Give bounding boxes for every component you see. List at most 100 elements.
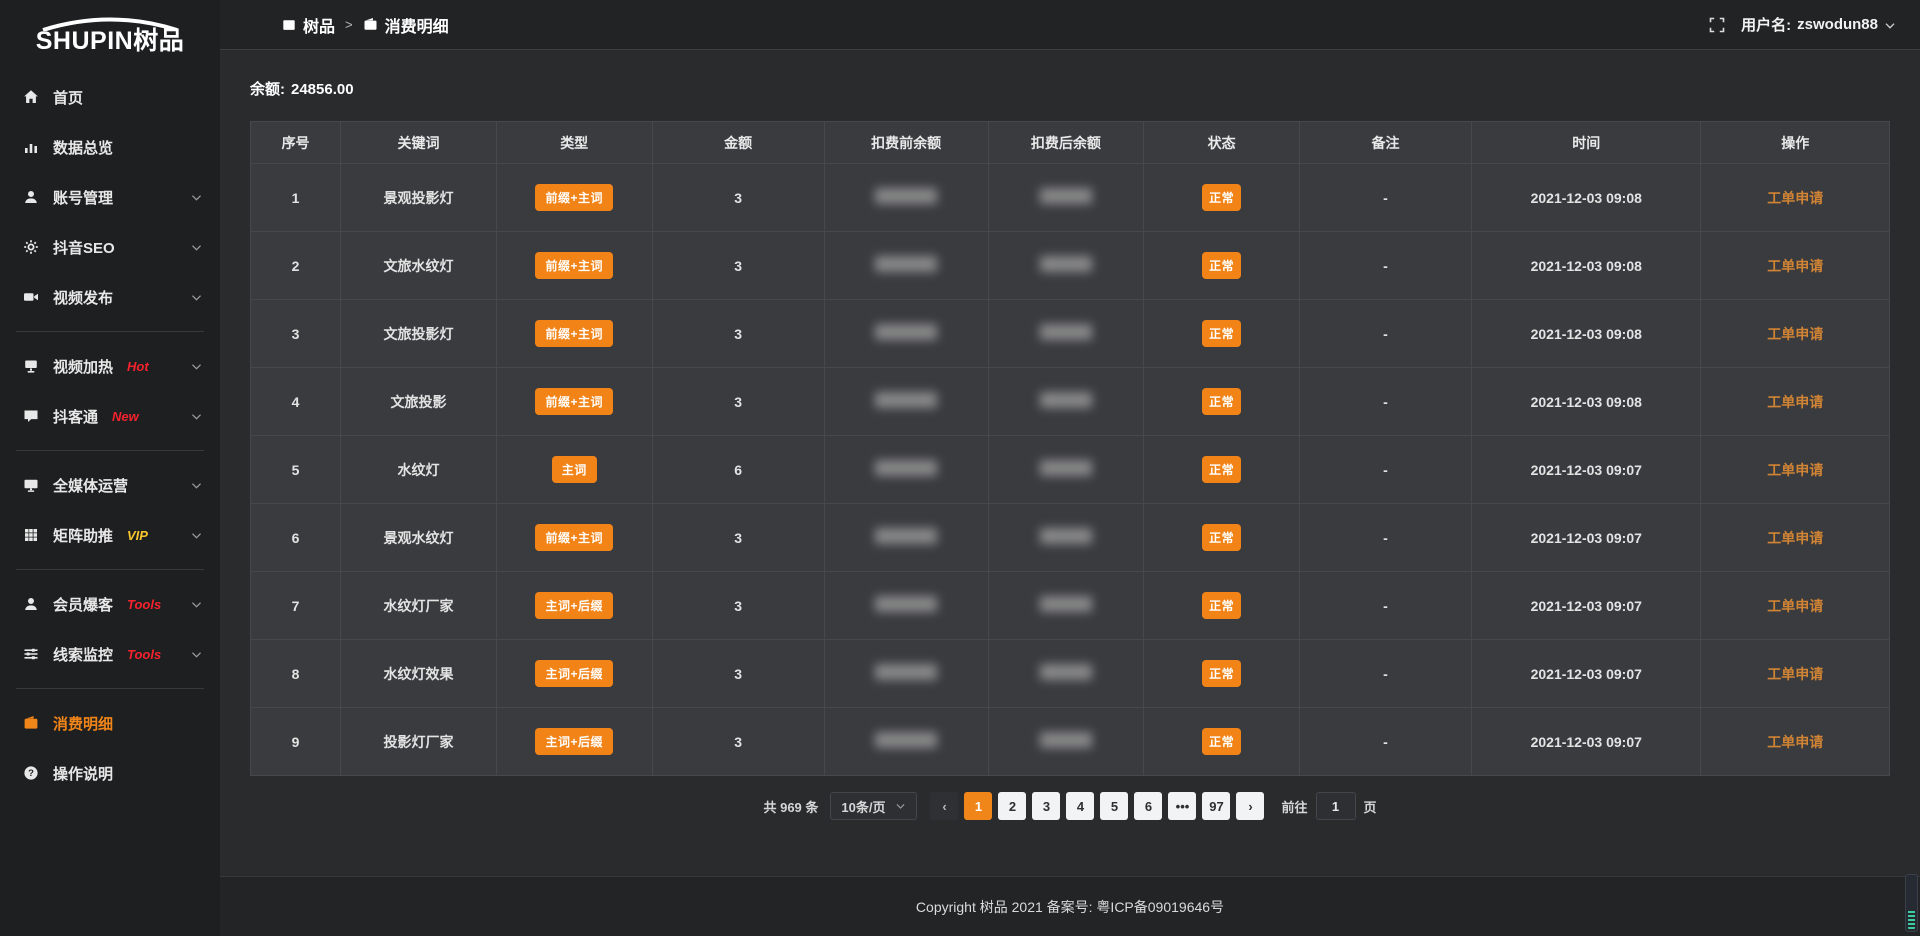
sidebar-item-instructions[interactable]: ? 操作说明 (0, 748, 220, 798)
cell-type: 主词+后缀 (495, 571, 653, 640)
page-button-3[interactable]: 3 (1032, 792, 1061, 820)
type-badge: 主词+后缀 (535, 592, 613, 619)
balance-value: 24856.00 (291, 81, 354, 98)
cell-keyword: 文旅投影灯 (340, 299, 497, 368)
comment-icon (22, 408, 39, 425)
page-size-select[interactable]: 10条/页 (830, 792, 918, 820)
work-order-link[interactable]: 工单申请 (1767, 257, 1824, 274)
sidebar-menu: 首页 数据总览账号管理抖音SEO 视频发布视频加热 Hot 抖客通 New 全媒体运营 矩阵助… (0, 64, 220, 936)
chevron-down-icon (191, 362, 202, 371)
page-button-4[interactable]: 4 (1066, 792, 1095, 820)
cell-balance-after (987, 571, 1145, 640)
column-header: 金额 (651, 121, 825, 164)
status-badge: 正常 (1202, 592, 1242, 619)
sidebar-item-label: 账号管理 (53, 189, 114, 207)
work-order-link[interactable]: 工单申请 (1767, 597, 1824, 614)
sidebar-item-label: 视频加热 (53, 358, 114, 376)
masked-balance-before (875, 392, 938, 408)
cell-status: 正常 (1143, 299, 1300, 368)
goto-page-input[interactable] (1315, 792, 1356, 820)
cell-balance-after (987, 503, 1145, 572)
sidebar-item-video-publish[interactable]: 视频发布 (0, 272, 220, 322)
sidebar-item-clue-monitor[interactable]: 线索监控 Tools (0, 629, 220, 679)
cell-index: 9 (249, 707, 342, 776)
cell-balance-before (823, 231, 989, 300)
more-pages-button[interactable]: ••• (1168, 792, 1197, 820)
sidebar-item-douketong[interactable]: 抖客通 New (0, 391, 220, 441)
sidebar-item-consumption-detail[interactable]: 消费明细 (0, 698, 220, 748)
cell-index: 8 (249, 639, 342, 708)
cell-status: 正常 (1143, 231, 1300, 300)
cell-balance-before (823, 571, 989, 640)
cell-status: 正常 (1143, 503, 1300, 572)
cell-index: 1 (249, 163, 342, 232)
side-widget[interactable] (1905, 874, 1918, 932)
masked-balance-before (875, 732, 938, 748)
sidebar-item-badge: Tools (127, 646, 162, 662)
cell-balance-after (987, 163, 1145, 232)
user-menu[interactable]: 用户名: zswodun88 (1741, 14, 1896, 35)
work-order-link[interactable]: 工单申请 (1767, 393, 1824, 410)
page-button-97[interactable]: 97 (1202, 792, 1231, 820)
breadcrumb-item-consumption[interactable]: 消费明细 (363, 13, 449, 37)
cell-type: 前缀+主词 (495, 231, 653, 300)
work-order-link[interactable]: 工单申请 (1767, 461, 1824, 478)
masked-balance-after (1039, 596, 1092, 612)
work-order-link[interactable]: 工单申请 (1767, 529, 1824, 546)
masked-balance-after (1039, 188, 1092, 204)
balance: 余额: 24856.00 (250, 78, 1890, 99)
page-button-5[interactable]: 5 (1100, 792, 1129, 820)
work-order-link[interactable]: 工单申请 (1767, 325, 1824, 342)
page-button-1[interactable]: 1 (964, 792, 993, 820)
work-order-link[interactable]: 工单申请 (1767, 189, 1824, 206)
sidebar-item-douyin-seo[interactable]: 抖音SEO (0, 222, 220, 272)
wallet-icon (363, 17, 378, 32)
sidebar-item-member-baoke[interactable]: 会员爆客 Tools (0, 579, 220, 629)
cell-time: 2021-12-03 09:07 (1471, 435, 1702, 504)
sidebar-item-data-overview[interactable]: 数据总览 (0, 122, 220, 172)
column-header: 状态 (1143, 121, 1300, 164)
status-badge: 正常 (1202, 456, 1242, 483)
masked-balance-after (1039, 324, 1092, 340)
work-order-link[interactable]: 工单申请 (1767, 665, 1824, 682)
chevron-down-icon (191, 243, 202, 252)
work-order-link[interactable]: 工单申请 (1767, 733, 1824, 750)
sidebar-item-media-operation[interactable]: 全媒体运营 (0, 460, 220, 510)
sidebar-item-label: 操作说明 (53, 765, 114, 783)
table-row: 3 文旅投影灯 前缀+主词 3 正常 -2021-12-03 09:08 工单申请 (249, 299, 1890, 368)
page-button-6[interactable]: 6 (1134, 792, 1163, 820)
cell-index: 3 (249, 299, 342, 368)
cell-balance-before (823, 435, 989, 504)
cell-time: 2021-12-03 09:08 (1471, 231, 1702, 300)
masked-balance-before (875, 596, 938, 612)
next-page-button[interactable]: › (1236, 792, 1265, 820)
sidebar-divider (16, 331, 204, 332)
cell-remark: - (1298, 707, 1473, 776)
breadcrumb-item-shupin[interactable]: 树品 (282, 13, 335, 37)
sidebar-item-home[interactable]: 首页 (0, 72, 220, 122)
sidebar-item-account-manage[interactable]: 账号管理 (0, 172, 220, 222)
masked-balance-before (875, 664, 938, 680)
chevron-down-icon (191, 193, 202, 202)
cell-status: 正常 (1143, 707, 1300, 776)
sidebar-item-matrix-boost[interactable]: 矩阵助推 VIP (0, 510, 220, 560)
cell-action: 工单申请 (1700, 299, 1890, 368)
sidebar-item-label: 线索监控 (53, 646, 114, 664)
fullscreen-icon[interactable] (1709, 17, 1725, 33)
cell-time: 2021-12-03 09:07 (1471, 503, 1702, 572)
footer-copyright: Copyright 树品 2021 备案号: 粤ICP备09019646号 (915, 898, 1225, 915)
type-badge: 前缀+主词 (535, 388, 613, 415)
sidebar-item-video-heat[interactable]: 视频加热 Hot (0, 341, 220, 391)
side-widget-stripes (1908, 909, 1915, 929)
cell-balance-before (823, 163, 989, 232)
cell-action: 工单申请 (1700, 435, 1890, 504)
masked-balance-before (875, 460, 938, 476)
type-badge: 主词+后缀 (535, 728, 613, 755)
sidebar-item-badge: New (112, 408, 139, 424)
cell-balance-after (987, 435, 1145, 504)
page-button-2[interactable]: 2 (998, 792, 1027, 820)
prev-page-button[interactable]: ‹ (930, 792, 959, 820)
cell-balance-after (987, 707, 1145, 776)
cell-keyword: 水纹灯 (340, 435, 497, 504)
breadcrumb-separator: > (345, 17, 353, 32)
